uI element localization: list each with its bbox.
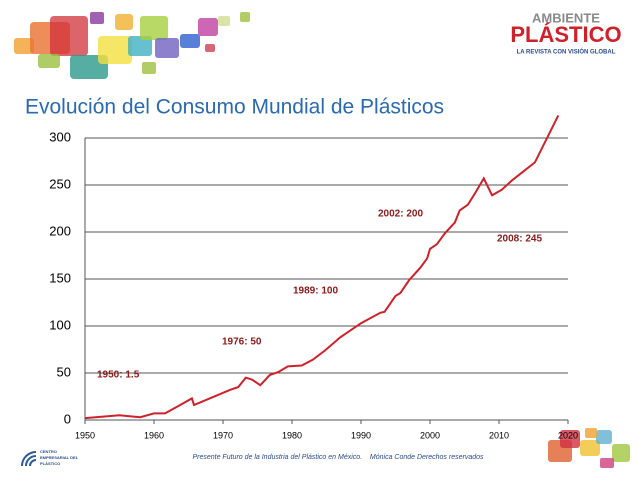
annotation: 1989: 100 bbox=[293, 286, 338, 297]
annotation: 1976: 50 bbox=[222, 337, 262, 348]
brand-top: AMBIENTE bbox=[532, 10, 600, 25]
x-tick-label: 1990 bbox=[351, 430, 371, 440]
annotation: 2008: 245 bbox=[497, 234, 542, 245]
y-tick-label: 250 bbox=[49, 176, 71, 191]
brand-name: PLÁSTICO bbox=[510, 22, 621, 47]
x-tick-label: 2020 bbox=[558, 430, 578, 440]
y-tick-label: 0 bbox=[64, 411, 71, 426]
x-tick-label: 2000 bbox=[420, 430, 440, 440]
y-tick-label: 150 bbox=[49, 270, 71, 285]
footer: Presente Futuro de la Industria del Plás… bbox=[192, 454, 484, 461]
annotation: 2002: 200 bbox=[378, 209, 423, 220]
footer-logo: CENTRO bbox=[40, 449, 57, 454]
annotation: 1950: 1.5 bbox=[97, 370, 140, 381]
brand-tagline: LA REVISTA CON VISIÓN GLOBAL bbox=[517, 48, 616, 56]
footer-logo: PLÁSTICO bbox=[40, 461, 60, 466]
chart-title: Evolución del Consumo Mundial de Plástic… bbox=[25, 96, 444, 119]
line-series bbox=[84, 114, 560, 420]
y-tick-label: 100 bbox=[49, 317, 71, 332]
y-tick-label: 300 bbox=[49, 129, 71, 144]
x-tick-label: 2010 bbox=[489, 430, 509, 440]
x-tick-label: 1950 bbox=[75, 430, 95, 440]
y-tick-label: 200 bbox=[49, 223, 71, 238]
footer-logo: EMPRESARIAL DEL bbox=[40, 455, 79, 460]
x-tick-label: 1970 bbox=[213, 430, 233, 440]
x-tick-label: 1960 bbox=[144, 430, 164, 440]
y-tick-label: 50 bbox=[57, 364, 71, 379]
decoration bbox=[14, 12, 630, 468]
x-tick-label: 1980 bbox=[282, 430, 302, 440]
